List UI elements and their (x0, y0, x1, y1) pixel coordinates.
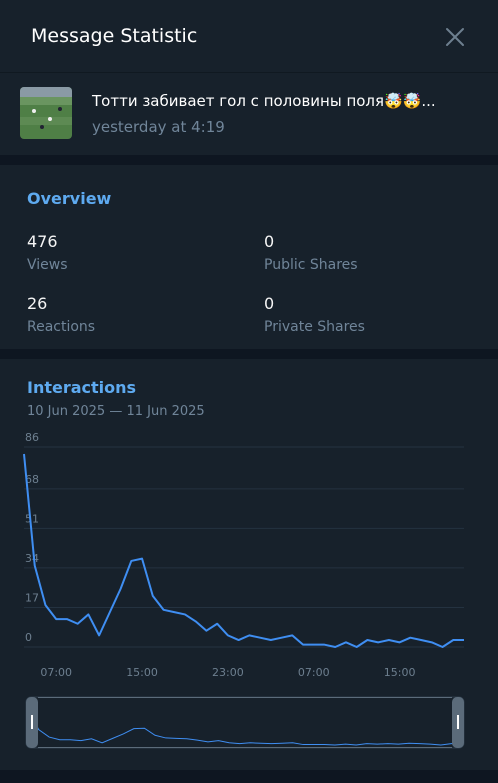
stat-label: Private Shares (264, 319, 365, 335)
x-tick-label: 07:00 (40, 666, 72, 679)
dialog-title: Message Statistic (31, 25, 198, 47)
x-tick-label: 23:00 (212, 666, 244, 679)
stat-label: Public Shares (264, 257, 358, 273)
section-separator (0, 770, 498, 783)
divider (0, 72, 498, 73)
y-tick-label: 51 (25, 512, 39, 525)
y-tick-label: 86 (25, 431, 39, 444)
message-thumbnail[interactable] (20, 87, 72, 139)
section-separator (0, 349, 498, 359)
thumbnail-image (20, 87, 72, 139)
y-tick-label: 68 (25, 473, 39, 486)
x-tick-label: 15:00 (126, 666, 158, 679)
stat-value: 476 (27, 232, 58, 251)
x-tick-label: 07:00 (298, 666, 330, 679)
x-tick-label: 15:00 (384, 666, 416, 679)
section-separator (0, 155, 498, 165)
message-title: Тотти забивает гол с половины поля🤯🤯... (92, 92, 436, 110)
handle-grip (31, 715, 33, 729)
handle-grip (457, 715, 459, 729)
chart-title: Interactions (27, 378, 137, 397)
y-tick-label: 34 (25, 552, 39, 565)
close-button[interactable] (444, 26, 466, 48)
y-tick-label: 0 (25, 631, 32, 644)
stat-value: 0 (264, 294, 275, 313)
stat-value: 0 (264, 232, 275, 251)
stat-label: Reactions (27, 319, 96, 335)
y-tick-label: 17 (25, 591, 39, 604)
message-date: yesterday at 4:19 (92, 118, 225, 136)
data-line (23, 453, 464, 648)
chart-subtitle: 10 Jun 2025 — 11 Jun 2025 (27, 404, 205, 419)
stat-value: 26 (27, 294, 48, 313)
section-title: Overview (27, 189, 112, 208)
stat-label: Views (27, 257, 68, 273)
navigator-line (27, 708, 462, 746)
navigator-frame[interactable] (25, 696, 465, 749)
